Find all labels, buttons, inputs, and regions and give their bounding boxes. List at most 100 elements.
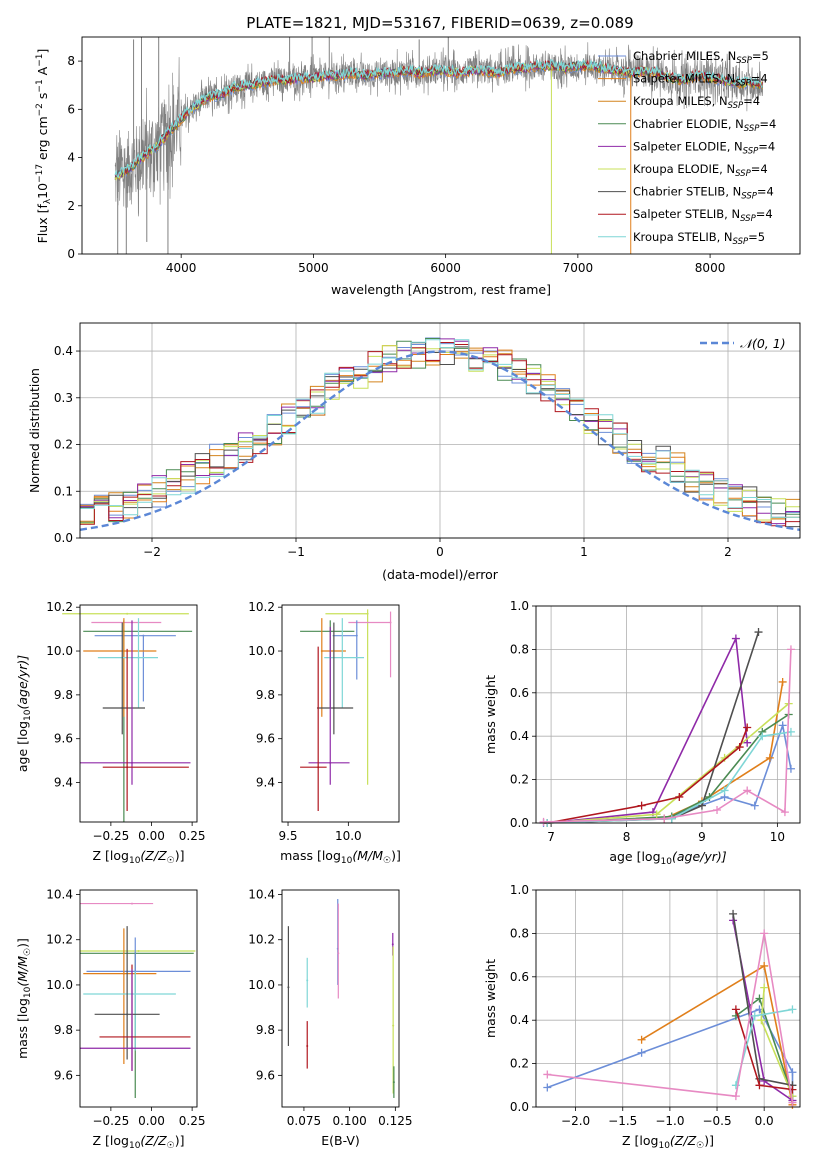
age-vs-mass-ytick-label-2: 9.8 xyxy=(256,688,275,702)
mass-weight-vs-Z-xlabel: Z [log10(Z/Z☉)] xyxy=(622,1133,714,1151)
mass-weight-vs-Z-ytick-label-5: 1.0 xyxy=(510,883,529,897)
mass-vs-EBV-point-4 xyxy=(337,952,340,955)
residuals-xtick-label-1: −1 xyxy=(287,545,305,559)
spectrum-model-8 xyxy=(114,59,763,179)
residuals-border xyxy=(79,322,801,539)
residuals-ytick-label-4: 0.4 xyxy=(54,344,73,358)
mass-weight-vs-Z-xtick-label-1: −1.5 xyxy=(608,1114,637,1128)
spectrum-ytick-label-1: 2 xyxy=(67,199,75,213)
age-vs-mass-ytick-label-0: 9.4 xyxy=(256,776,275,790)
age-vs-mass-point-5 xyxy=(341,656,344,659)
age-vs-mass-ytick-label-1: 9.6 xyxy=(256,732,275,746)
mass-vs-EBV-xtick-label-2: 0.125 xyxy=(378,1114,412,1128)
age-vs-mass-point-0 xyxy=(366,612,369,615)
mass-weight-vs-age-marker-1-4 xyxy=(778,677,787,686)
age-vs-mass-point-6 xyxy=(332,707,335,710)
mass-weight-vs-age-ylabel: mass weight xyxy=(483,675,498,754)
mass-vs-Z-ylabel: mass [log10(M/M☉)] xyxy=(15,938,33,1059)
mass-weight-vs-age-ytick-label-0: 0.0 xyxy=(510,816,529,830)
age-vs-mass-point-8 xyxy=(317,766,320,769)
age-vs-mass-point-7 xyxy=(329,761,332,764)
mass-weight-vs-age-marker-6-3 xyxy=(735,743,744,752)
mass-weight-vs-Z-xtick-label-2: −1.0 xyxy=(655,1114,684,1128)
residuals-xtick-label-2: 0 xyxy=(436,545,444,559)
age-vs-mass-panel: 9.5 10.0 9.4 9.6 9.8 10.0 10.2 mass [log10(M/M☉… xyxy=(248,600,401,866)
age-vs-Z-ylabel: age [log10(age/yr)] xyxy=(15,655,33,772)
mass-vs-EBV-ytick-label-4: 10.4 xyxy=(248,888,275,902)
mass-weight-vs-age-marker-3-2 xyxy=(731,634,740,643)
age-vs-mass-border xyxy=(281,604,400,823)
mass-vs-Z-ytick-label-3: 10.2 xyxy=(46,933,73,947)
spectrum-ytick-label-0: 0 xyxy=(67,247,75,261)
mass-weight-vs-age-marker-8-5 xyxy=(786,645,795,654)
spectrum-legend-label-6: Chabrier STELIB, NSSP=4 xyxy=(633,185,774,202)
spectrum-xtick-label-3: 7000 xyxy=(563,261,594,275)
mass-vs-Z-ytick-label-1: 9.8 xyxy=(54,1023,73,1037)
mass-weight-vs-age-panel: 7 8 9 10 0.0 0.2 0.4 0.6 0.8 1.0 age [log10(age/yr… xyxy=(483,599,801,867)
mass-weight-vs-age-marker-1-3 xyxy=(765,753,774,762)
mass-weight-vs-Z-marker-8-3 xyxy=(788,1098,797,1107)
age-vs-Z-xtick-label-1: 0.00 xyxy=(138,829,165,843)
mass-weight-vs-age-marker-5-3 xyxy=(754,628,763,637)
mass-weight-vs-age-xlabel: age [log10(age/yr)] xyxy=(609,849,726,867)
residuals-ylabel: Normed distribution xyxy=(27,368,42,493)
age-vs-Z-point-0 xyxy=(126,612,129,615)
mass-weight-vs-Z-marker-4-0 xyxy=(760,983,769,992)
residuals-ytick-label-2: 0.2 xyxy=(54,438,73,452)
mass-vs-Z-point-5 xyxy=(134,992,137,995)
residuals-xtick-label-0: −2 xyxy=(143,545,161,559)
mass-weight-vs-age-marker-8-3 xyxy=(743,786,752,795)
mass-weight-vs-age-xtick-label-2: 9 xyxy=(698,830,706,844)
mass-vs-Z-ytick-label-4: 10.4 xyxy=(46,888,73,902)
spectrum-ytick-label-3: 6 xyxy=(67,102,75,116)
mass-vs-Z-point-8 xyxy=(131,1047,133,1050)
spectrum-legend-label-5: Kroupa ELODIE, NSSP=4 xyxy=(633,162,768,179)
residuals-xtick-label-4: 2 xyxy=(724,545,732,559)
mass-weight-vs-age-xtick-label-1: 8 xyxy=(623,830,631,844)
mass-weight-vs-Z-marker-8-0 xyxy=(543,1070,552,1079)
age-vs-Z-point-8 xyxy=(126,766,129,769)
mass-weight-vs-Z-marker-7-1 xyxy=(750,1011,759,1020)
mass-vs-Z-xtick-label-1: 0.00 xyxy=(138,1114,165,1128)
mass-weight-vs-age-marker-8-2 xyxy=(713,805,722,814)
mass-weight-vs-Z-border xyxy=(535,889,801,1108)
mass-weight-vs-Z-marker-4-1 xyxy=(757,1016,766,1025)
mass-weight-vs-Z-series-8 xyxy=(547,933,794,1103)
mass-weight-vs-age-marker-7-2 xyxy=(720,786,729,795)
spectrum-xtick-label-2: 6000 xyxy=(430,261,461,275)
mass-weight-vs-Z-xtick-label-0: −2.0 xyxy=(561,1114,590,1128)
mass-weight-vs-age-marker-8-4 xyxy=(780,808,789,817)
mass-weight-vs-age-marker-0-4 xyxy=(778,721,787,730)
mass-vs-Z-point-0 xyxy=(131,902,133,905)
age-vs-mass-xlabel: mass [log10(M/M☉)] xyxy=(280,848,401,866)
mass-weight-vs-Z-marker-0-3 xyxy=(788,1068,797,1077)
mass-vs-EBV-panel: 0.075 0.100 0.125 9.6 9.8 10.0 10.2 10.4 E(B-V) xyxy=(248,888,412,1148)
mass-vs-EBV-ytick-label-1: 9.8 xyxy=(256,1023,275,1037)
mass-vs-Z-xlabel: Z [log10(Z/Z☉)] xyxy=(93,1133,185,1151)
mass-vs-EBV-ytick-label-2: 10.0 xyxy=(248,978,275,992)
spectrum-xtick-label-1: 5000 xyxy=(298,261,329,275)
spectrum-legend-label-8: Kroupa STELIB, NSSP=5 xyxy=(633,230,765,247)
spectrum-legend-label-0: Chabrier MILES, NSSP=5 xyxy=(633,49,769,66)
mass-weight-vs-age-ytick-label-4: 0.8 xyxy=(510,642,529,656)
age-vs-Z-point-4 xyxy=(122,650,125,653)
mass-weight-vs-age-series-4 xyxy=(547,702,790,824)
spectrum-panel: 4000 5000 6000 7000 8000 0 2 4 6 8 wavelength [Ang… xyxy=(35,36,801,297)
mass-vs-Z-point-4 xyxy=(122,972,125,975)
spectrum-xtick-label-4: 8000 xyxy=(695,261,726,275)
mass-vs-EBV-xtick-label-0: 0.075 xyxy=(287,1114,321,1128)
age-vs-Z-ytick-label-2: 9.8 xyxy=(54,688,73,702)
spectrum-data-line xyxy=(114,42,764,217)
mass-weight-vs-age-marker-4-1 xyxy=(652,810,661,819)
mass-weight-vs-age-marker-8-1 xyxy=(660,814,669,823)
mass-vs-EBV-xlabel: E(B-V) xyxy=(321,1133,360,1148)
mass-weight-vs-age-ytick-label-5: 1.0 xyxy=(510,599,529,613)
spectrum-border xyxy=(81,36,801,255)
mass-weight-vs-Z-xtick-label-3: −0.5 xyxy=(702,1114,731,1128)
residuals-xtick-label-3: 1 xyxy=(580,545,588,559)
age-vs-Z-point-7 xyxy=(131,761,133,764)
spectrum-ytick-label-2: 4 xyxy=(67,151,75,165)
residuals-ytick-label-0: 0.0 xyxy=(54,531,73,545)
spectrum-legend-label-4: Salpeter ELODIE, NSSP=4 xyxy=(633,139,775,156)
spectrum-ylabel: Flux [fλ10−17 erg cm−2 s−1 A−1] xyxy=(35,49,53,244)
